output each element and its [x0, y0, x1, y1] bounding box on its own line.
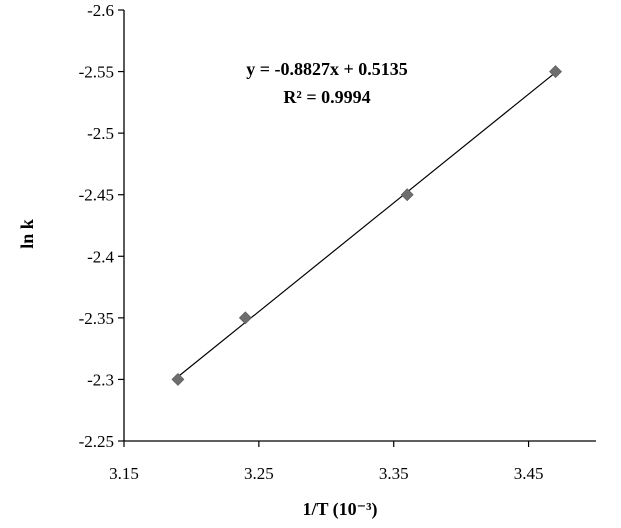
plot-area	[171, 65, 562, 386]
y-axis-title: ln k	[17, 219, 37, 249]
data-point	[400, 188, 414, 202]
y-tick-label: -2.35	[79, 309, 114, 328]
y-tick-label: -2.3	[87, 370, 114, 389]
x-axis: 3.15 3.25 3.35 3.45	[109, 440, 596, 483]
data-point	[238, 311, 252, 325]
y-tick-label: -2.4	[87, 247, 114, 266]
r-squared-label: R² = 0.9994	[283, 87, 370, 107]
trendline-equation: y = -0.8827x + 0.5135	[246, 59, 408, 79]
x-tick-label: 3.25	[244, 464, 274, 483]
x-tick-label: 3.35	[379, 464, 409, 483]
x-tick-label: 3.45	[514, 464, 544, 483]
x-axis-title: 1/T (10⁻³)	[302, 499, 377, 520]
data-point	[171, 373, 185, 386]
y-tick-label: -2.25	[79, 432, 114, 451]
y-axis: -2.6 -2.55 -2.5 -2.45 -2.4 -2.35 -2.3 -2.25	[79, 1, 125, 451]
y-tick-label: -2.45	[79, 186, 114, 205]
y-tick-label: -2.6	[87, 1, 114, 20]
trend-line	[177, 71, 556, 378]
data-point	[549, 65, 562, 78]
y-tick-label: -2.5	[87, 124, 114, 143]
y-tick-label: -2.55	[79, 63, 114, 82]
x-tick-label: 3.15	[109, 464, 139, 483]
